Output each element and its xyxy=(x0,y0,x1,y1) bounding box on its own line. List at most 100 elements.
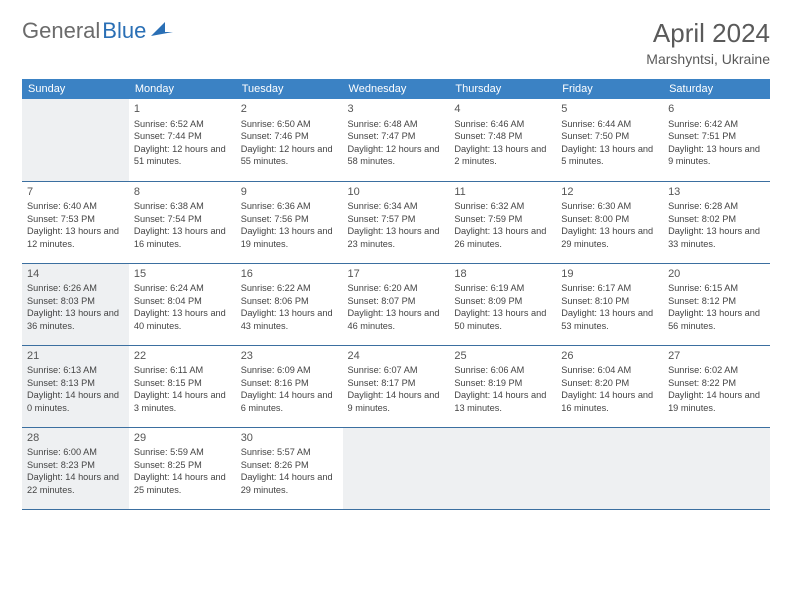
sunrise-line: Sunrise: 6:40 AM xyxy=(27,200,124,212)
sunrise-line: Sunrise: 6:30 AM xyxy=(561,200,658,212)
sunrise-line: Sunrise: 5:59 AM xyxy=(134,446,231,458)
day-number: 6 xyxy=(668,102,765,117)
calendar-cell: 1Sunrise: 6:52 AMSunset: 7:44 PMDaylight… xyxy=(129,99,236,181)
sunset-line: Sunset: 8:23 PM xyxy=(27,459,124,471)
day-number: 28 xyxy=(27,431,124,446)
sunrise-line: Sunrise: 6:20 AM xyxy=(348,282,445,294)
calendar-row: 14Sunrise: 6:26 AMSunset: 8:03 PMDayligh… xyxy=(22,263,770,345)
sunset-line: Sunset: 7:48 PM xyxy=(454,130,551,142)
sunrise-line: Sunrise: 6:15 AM xyxy=(668,282,765,294)
day-number: 23 xyxy=(241,349,338,364)
sunset-line: Sunset: 8:03 PM xyxy=(27,295,124,307)
day-number: 13 xyxy=(668,185,765,200)
sunset-line: Sunset: 8:09 PM xyxy=(454,295,551,307)
daylight-line: Daylight: 13 hours and 40 minutes. xyxy=(134,307,231,332)
sunrise-line: Sunrise: 6:22 AM xyxy=(241,282,338,294)
sunset-line: Sunset: 8:26 PM xyxy=(241,459,338,471)
sunrise-line: Sunrise: 6:09 AM xyxy=(241,364,338,376)
sunset-line: Sunset: 8:17 PM xyxy=(348,377,445,389)
daylight-line: Daylight: 14 hours and 6 minutes. xyxy=(241,389,338,414)
calendar-cell: 21Sunrise: 6:13 AMSunset: 8:13 PMDayligh… xyxy=(22,345,129,427)
calendar-cell: 27Sunrise: 6:02 AMSunset: 8:22 PMDayligh… xyxy=(663,345,770,427)
sunrise-line: Sunrise: 6:11 AM xyxy=(134,364,231,376)
month-title: April 2024 xyxy=(646,18,770,49)
daylight-line: Daylight: 13 hours and 53 minutes. xyxy=(561,307,658,332)
sunrise-line: Sunrise: 6:02 AM xyxy=(668,364,765,376)
day-header-row: SundayMondayTuesdayWednesdayThursdayFrid… xyxy=(22,79,770,99)
sunrise-line: Sunrise: 6:44 AM xyxy=(561,118,658,130)
logo: GeneralBlue xyxy=(22,18,173,44)
day-number: 30 xyxy=(241,431,338,446)
sunrise-line: Sunrise: 6:36 AM xyxy=(241,200,338,212)
daylight-line: Daylight: 13 hours and 12 minutes. xyxy=(27,225,124,250)
calendar-row: 1Sunrise: 6:52 AMSunset: 7:44 PMDaylight… xyxy=(22,99,770,181)
day-number: 22 xyxy=(134,349,231,364)
daylight-line: Daylight: 13 hours and 46 minutes. xyxy=(348,307,445,332)
daylight-line: Daylight: 13 hours and 9 minutes. xyxy=(668,143,765,168)
calendar-cell xyxy=(343,427,450,509)
day-number: 8 xyxy=(134,185,231,200)
calendar-cell: 13Sunrise: 6:28 AMSunset: 8:02 PMDayligh… xyxy=(663,181,770,263)
sunrise-line: Sunrise: 6:06 AM xyxy=(454,364,551,376)
day-number: 1 xyxy=(134,102,231,117)
calendar-row: 7Sunrise: 6:40 AMSunset: 7:53 PMDaylight… xyxy=(22,181,770,263)
header: GeneralBlue April 2024 Marshyntsi, Ukrai… xyxy=(22,18,770,67)
day-header: Saturday xyxy=(663,79,770,99)
sunset-line: Sunset: 8:04 PM xyxy=(134,295,231,307)
calendar-cell: 11Sunrise: 6:32 AMSunset: 7:59 PMDayligh… xyxy=(449,181,556,263)
sunrise-line: Sunrise: 6:38 AM xyxy=(134,200,231,212)
sunset-line: Sunset: 7:57 PM xyxy=(348,213,445,225)
day-number: 7 xyxy=(27,185,124,200)
sunrise-line: Sunrise: 6:46 AM xyxy=(454,118,551,130)
sunrise-line: Sunrise: 6:28 AM xyxy=(668,200,765,212)
sunset-line: Sunset: 8:22 PM xyxy=(668,377,765,389)
day-number: 26 xyxy=(561,349,658,364)
sunrise-line: Sunrise: 6:13 AM xyxy=(27,364,124,376)
day-number: 3 xyxy=(348,102,445,117)
day-number: 5 xyxy=(561,102,658,117)
daylight-line: Daylight: 13 hours and 56 minutes. xyxy=(668,307,765,332)
calendar-cell: 24Sunrise: 6:07 AMSunset: 8:17 PMDayligh… xyxy=(343,345,450,427)
day-number: 17 xyxy=(348,267,445,282)
location: Marshyntsi, Ukraine xyxy=(646,51,770,67)
day-number: 27 xyxy=(668,349,765,364)
day-number: 9 xyxy=(241,185,338,200)
calendar-cell: 25Sunrise: 6:06 AMSunset: 8:19 PMDayligh… xyxy=(449,345,556,427)
calendar-row: 28Sunrise: 6:00 AMSunset: 8:23 PMDayligh… xyxy=(22,427,770,509)
day-number: 25 xyxy=(454,349,551,364)
day-number: 18 xyxy=(454,267,551,282)
sunset-line: Sunset: 7:54 PM xyxy=(134,213,231,225)
calendar-cell: 22Sunrise: 6:11 AMSunset: 8:15 PMDayligh… xyxy=(129,345,236,427)
sunset-line: Sunset: 7:44 PM xyxy=(134,130,231,142)
sunset-line: Sunset: 8:19 PM xyxy=(454,377,551,389)
logo-text-blue: Blue xyxy=(102,18,146,44)
day-number: 21 xyxy=(27,349,124,364)
calendar-cell: 19Sunrise: 6:17 AMSunset: 8:10 PMDayligh… xyxy=(556,263,663,345)
sunset-line: Sunset: 8:13 PM xyxy=(27,377,124,389)
sunset-line: Sunset: 7:47 PM xyxy=(348,130,445,142)
sunrise-line: Sunrise: 6:52 AM xyxy=(134,118,231,130)
calendar-cell: 29Sunrise: 5:59 AMSunset: 8:25 PMDayligh… xyxy=(129,427,236,509)
sunrise-line: Sunrise: 6:07 AM xyxy=(348,364,445,376)
calendar-cell xyxy=(556,427,663,509)
sunrise-line: Sunrise: 6:24 AM xyxy=(134,282,231,294)
sunset-line: Sunset: 7:51 PM xyxy=(668,130,765,142)
daylight-line: Daylight: 14 hours and 3 minutes. xyxy=(134,389,231,414)
daylight-line: Daylight: 13 hours and 29 minutes. xyxy=(561,225,658,250)
sunrise-line: Sunrise: 6:26 AM xyxy=(27,282,124,294)
sunset-line: Sunset: 8:16 PM xyxy=(241,377,338,389)
daylight-line: Daylight: 13 hours and 5 minutes. xyxy=(561,143,658,168)
daylight-line: Daylight: 14 hours and 25 minutes. xyxy=(134,471,231,496)
calendar-cell: 17Sunrise: 6:20 AMSunset: 8:07 PMDayligh… xyxy=(343,263,450,345)
calendar-row: 21Sunrise: 6:13 AMSunset: 8:13 PM Dayligh… xyxy=(22,345,770,427)
calendar-cell: 26Sunrise: 6:04 AMSunset: 8:20 PMDayligh… xyxy=(556,345,663,427)
day-header: Sunday xyxy=(22,79,129,99)
sunset-line: Sunset: 8:10 PM xyxy=(561,295,658,307)
daylight-line: Daylight: 12 hours and 51 minutes. xyxy=(134,143,231,168)
day-number: 12 xyxy=(561,185,658,200)
daylight-line: Daylight: 13 hours and 50 minutes. xyxy=(454,307,551,332)
daylight-line: Daylight: 13 hours and 36 minutes. xyxy=(27,307,124,332)
daylight-line: Daylight: 14 hours and 9 minutes. xyxy=(348,389,445,414)
daylight-line: Daylight: 12 hours and 58 minutes. xyxy=(348,143,445,168)
calendar-cell: 15Sunrise: 6:24 AMSunset: 8:04 PMDayligh… xyxy=(129,263,236,345)
